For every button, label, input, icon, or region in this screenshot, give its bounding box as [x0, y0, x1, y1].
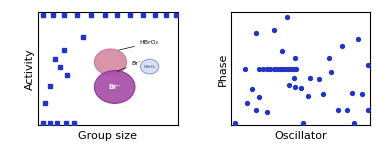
- Text: Br⁻: Br⁻: [108, 84, 121, 90]
- Circle shape: [94, 49, 127, 75]
- Text: HBrO₂: HBrO₂: [119, 40, 159, 50]
- Circle shape: [94, 71, 135, 103]
- Y-axis label: Phase: Phase: [218, 52, 228, 86]
- X-axis label: Oscillator: Oscillator: [274, 131, 327, 141]
- Circle shape: [141, 59, 159, 74]
- Y-axis label: Activity: Activity: [25, 48, 35, 90]
- Text: HBrO₂: HBrO₂: [143, 65, 156, 69]
- X-axis label: Group size: Group size: [78, 131, 137, 141]
- Text: Br⁻: Br⁻: [117, 61, 142, 71]
